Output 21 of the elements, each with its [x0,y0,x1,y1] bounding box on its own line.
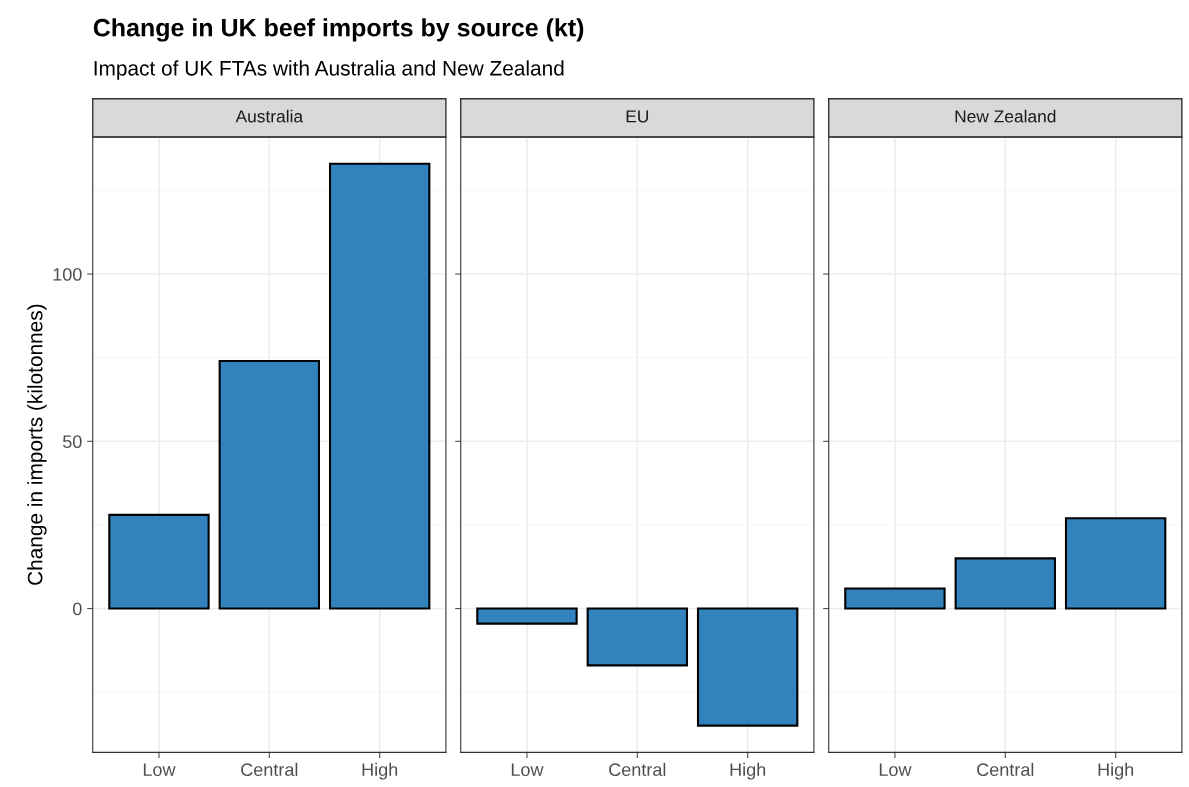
x-tick-label: High [730,762,766,780]
bar [218,360,321,610]
chart-title: Australia [235,109,304,123]
y-axis-title: Change in imports (kilotonnes) [27,304,47,585]
x-tick-label: Low [143,763,176,777]
bar [108,513,210,610]
x-tick-label: Central [609,762,666,777]
y-tick-label: 50 [62,435,82,449]
y-tick-label: 100 [53,268,82,281]
x-tick-label: Central [977,762,1034,777]
chart-title: EU [626,110,649,123]
chart-title: New Zealand [955,109,1056,123]
x-tick-label: Central [241,762,298,777]
y-tick-label: 0 [72,602,82,616]
text: Change in UK beef imports by source (kt) [93,18,584,42]
x-tick-label: Low [879,763,912,777]
x-tick-label: High [1098,762,1134,780]
bar [328,162,431,610]
x-tick-label: Low [511,763,544,777]
text: Impact of UK FTAs with Australia and New Zealand [94,60,564,80]
x-tick-label: High [362,762,398,780]
